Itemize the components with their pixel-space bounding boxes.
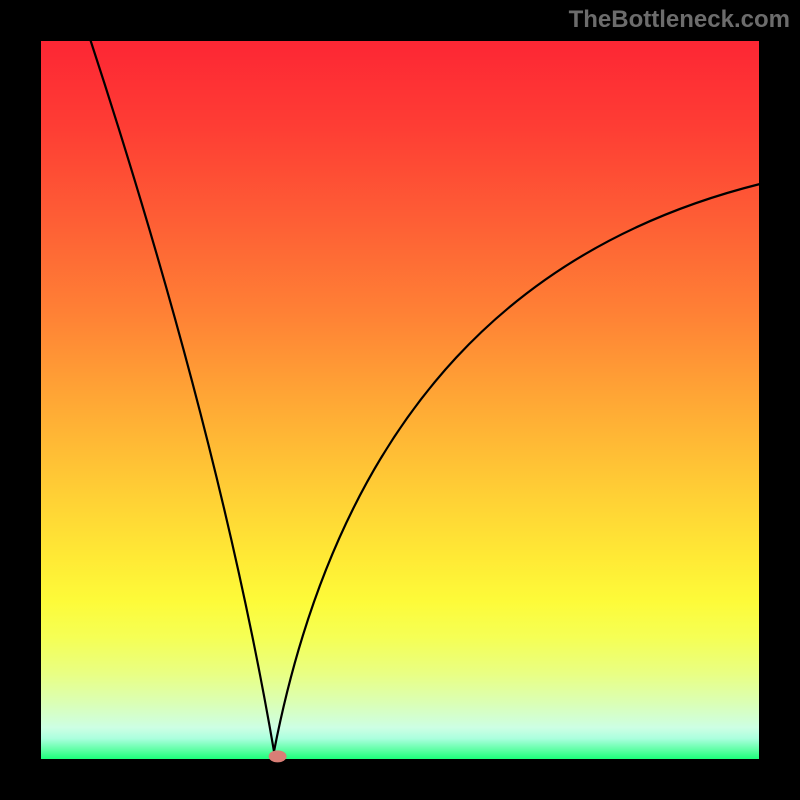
chart-svg [0,0,800,800]
plot-background [40,40,760,760]
chart-container: TheBottleneck.com [0,0,800,800]
watermark-text: TheBottleneck.com [569,6,790,34]
minimum-marker [269,750,287,762]
